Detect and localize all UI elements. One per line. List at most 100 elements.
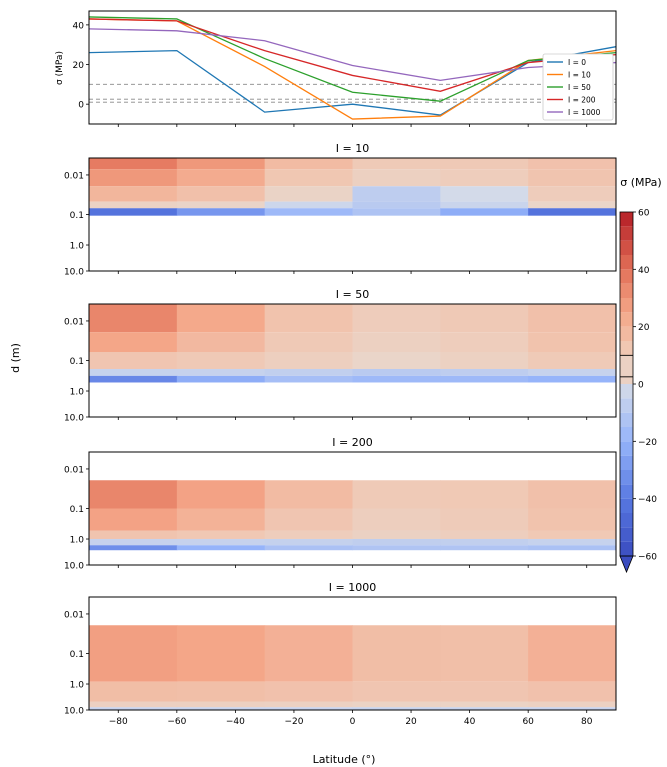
colorbar-segment-22 (620, 212, 633, 227)
contour-cell-0-0-3 (352, 158, 441, 170)
xtick-label-0: −80 (109, 717, 128, 727)
legend-label-2: I = 50 (568, 83, 591, 92)
colorbar-segment-5 (620, 470, 633, 485)
panel-ytick-label-1-1: 0.1 (70, 357, 84, 367)
xtick-label-2: −40 (226, 717, 245, 727)
contour-cell-2-1-1 (176, 508, 266, 531)
contour-cell-2-1-0 (89, 508, 178, 531)
colorbar-segment-9 (620, 412, 633, 427)
colorbar-segment-8 (620, 427, 633, 442)
contour-cell-3-2-0 (89, 701, 178, 708)
contour-cell-3-0-2 (264, 625, 353, 682)
colorbar-segment-12 (620, 355, 633, 384)
contour-cell-1-1-3 (352, 332, 441, 352)
colorbar-tick-label-0: 60 (638, 209, 650, 219)
contour-cell-2-2-0 (89, 530, 178, 539)
contour-cell-0-4-5 (528, 208, 617, 216)
panel-ytick-label-3-3: 10.0 (64, 707, 84, 717)
colorbar-segment-18 (620, 269, 633, 284)
xtick-label-7: 60 (522, 717, 534, 727)
contour-cell-3-0-5 (528, 625, 617, 682)
contour-cell-3-1-4 (440, 681, 529, 702)
contour-cell-1-4-5 (528, 375, 617, 383)
panel-ytick-label-3-0: 0.01 (64, 610, 84, 620)
contour-cell-0-2-2 (264, 186, 353, 202)
legend-label-1: I = 10 (568, 71, 591, 80)
contour-cell-2-4-4 (440, 545, 529, 551)
contour-cell-2-3-0 (89, 538, 178, 546)
panel-ytick-label-2-1: 0.1 (70, 505, 84, 515)
panel-title-2: I = 200 (332, 436, 372, 449)
contour-cell-1-1-2 (264, 332, 353, 352)
xtick-label-6: 40 (464, 717, 476, 727)
contour-cell-1-3-4 (440, 369, 529, 376)
contour-cell-2-1-2 (264, 508, 353, 531)
contour-panel-0: I = 10 0.01 0.1 1.0 10.0 (64, 142, 617, 278)
colorbar-segment-2 (620, 513, 633, 528)
contour-cell-0-2-4 (440, 186, 529, 202)
contour-cell-2-3-4 (440, 538, 529, 546)
contour-cell-3-2-2 (264, 701, 353, 708)
contour-cell-0-1-5 (528, 169, 617, 187)
contour-cell-2-3-3 (352, 538, 441, 546)
contour-cell-3-2-1 (176, 701, 266, 708)
colorbar-segment-15 (620, 312, 633, 327)
contour-cell-3-1-3 (352, 681, 441, 702)
colorbar-segment-0 (620, 541, 633, 556)
contour-cell-0-4-0 (89, 208, 178, 216)
legend: I = 0 I = 10 I = 50 I = 200 I = 1000 (542, 53, 614, 121)
contour-panel-1: I = 50 0.01 0.1 1.0 10.0 (64, 288, 617, 424)
contour-cell-2-4-0 (89, 545, 178, 551)
legend-label-4: I = 1000 (568, 108, 601, 117)
contour-cell-3-3-5 (528, 707, 617, 710)
contour-cell-1-1-1 (176, 332, 266, 352)
contour-cell-1-3-5 (528, 369, 617, 376)
contour-cell-1-0-4 (440, 304, 529, 333)
colorbar-tick-label-1: 40 (638, 266, 650, 276)
contour-cell-2-1-4 (440, 508, 529, 531)
colorbar-tick-label-5: −40 (638, 495, 657, 505)
contour-cell-3-3-4 (440, 707, 529, 710)
line-ytick-label-0: 0 (78, 101, 84, 111)
contour-cell-0-0-2 (264, 158, 353, 170)
colorbar-segment-11 (620, 384, 633, 399)
contour-cell-1-0-3 (352, 304, 441, 333)
contour-cell-3-2-4 (440, 701, 529, 708)
contour-cell-2-3-5 (528, 538, 617, 546)
contour-cell-2-4-5 (528, 545, 617, 551)
contour-cell-0-3-2 (264, 201, 353, 209)
colorbar: 60 40 20 0 −20 −40 −60 (619, 209, 657, 574)
series-line-2 (88, 16, 617, 102)
contour-cell-1-2-4 (440, 351, 529, 370)
contour-cell-2-2-1 (176, 530, 266, 539)
colorbar-segment-4 (620, 484, 633, 499)
contour-cell-2-4-1 (176, 545, 266, 551)
contour-cell-0-3-3 (352, 201, 441, 209)
contour-cell-0-4-2 (264, 208, 353, 216)
shared-ylabel: d (m) (9, 343, 22, 373)
contour-cell-2-1-5 (528, 508, 617, 531)
panel-ytick-label-0-0: 0.01 (64, 171, 84, 181)
colorbar-segment-20 (620, 240, 633, 255)
line-ytick-label-1: 20 (73, 61, 85, 71)
xtick-label-5: 20 (405, 717, 417, 727)
xtick-label-1: −60 (167, 717, 186, 727)
series-line-3 (88, 18, 617, 92)
contour-cell-2-1-3 (352, 508, 441, 531)
contour-cell-2-0-1 (176, 480, 266, 509)
panel-ytick-label-3-2: 1.0 (70, 681, 85, 691)
contour-cell-0-3-0 (89, 201, 178, 209)
colorbar-segment-7 (620, 441, 633, 456)
colorbar-segment-14 (620, 326, 633, 341)
contour-cell-2-0-3 (352, 480, 441, 509)
colorbar-segment-1 (620, 527, 633, 542)
contour-cell-1-3-3 (352, 369, 441, 376)
contour-cell-2-0-0 (89, 480, 178, 509)
colorbar-tick-label-6: −60 (638, 553, 657, 563)
panel-ytick-label-2-2: 1.0 (70, 536, 85, 546)
contour-cell-1-2-0 (89, 351, 178, 370)
contour-cell-0-2-3 (352, 186, 441, 202)
contour-cell-2-3-1 (176, 538, 266, 546)
panel-ytick-label-0-1: 0.1 (70, 211, 84, 221)
